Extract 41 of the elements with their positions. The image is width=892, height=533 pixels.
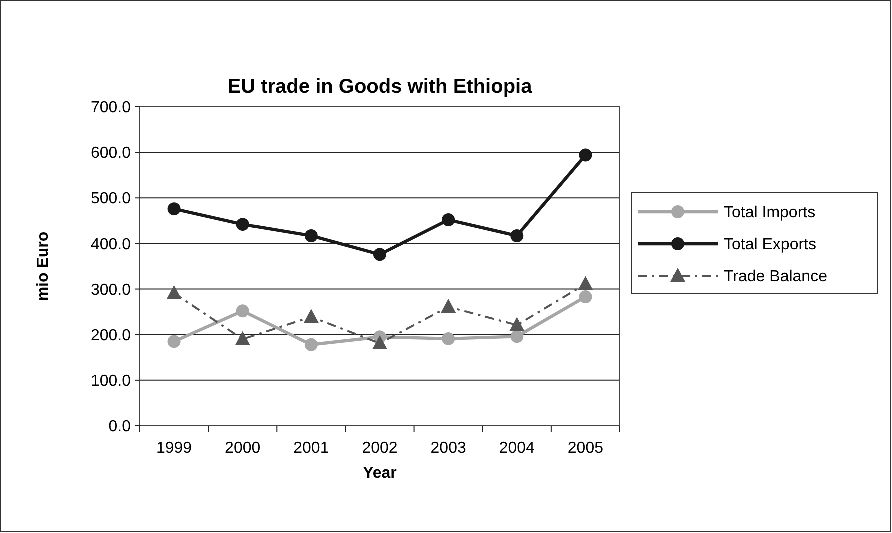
legend-label: Total Exports: [724, 236, 816, 254]
point: [168, 202, 181, 216]
y-tick-label: 300.0: [90, 282, 132, 299]
point: [510, 229, 524, 242]
point: [510, 330, 524, 344]
y-tick-label: 0.0: [108, 418, 132, 436]
point: [579, 148, 592, 162]
y-axis-title: mio Euro: [35, 232, 52, 302]
point: [166, 285, 182, 300]
point: [168, 335, 181, 348]
x-tick-label: 2003: [430, 440, 466, 457]
point: [304, 338, 318, 352]
point: [236, 304, 250, 318]
y-tick-label: 600.0: [90, 145, 132, 162]
x-tick-label: 2005: [568, 440, 604, 457]
point: [578, 276, 594, 290]
x-tick-label: 1999: [156, 440, 192, 457]
legend-label: Total Imports: [724, 204, 816, 222]
point: [304, 309, 319, 324]
x-tick-label: 2001: [294, 440, 330, 457]
point: [235, 331, 250, 346]
legend-label: Trade Balance: [724, 268, 828, 286]
point: [372, 336, 388, 350]
y-tick-label: 400.0: [90, 236, 132, 254]
point: [441, 299, 456, 314]
point: [236, 218, 250, 232]
x-tick-label: 2002: [362, 440, 398, 457]
y-tick-label: 500.0: [90, 190, 132, 208]
y-tick-label: 700.0: [90, 100, 132, 117]
point: [442, 332, 456, 346]
y-tick-label: 200.0: [90, 327, 132, 344]
x-axis-title: Year: [363, 465, 397, 482]
x-tick-label: 2004: [499, 440, 536, 457]
point: [442, 214, 456, 227]
x-tick-label: 2000: [225, 440, 261, 457]
point: [579, 290, 592, 304]
point: [374, 248, 386, 262]
point: [304, 229, 318, 242]
point: [510, 317, 525, 332]
chart-title: EU trade in Goods with Ethiopia: [228, 76, 534, 98]
y-tick-label: 100.0: [90, 373, 132, 390]
